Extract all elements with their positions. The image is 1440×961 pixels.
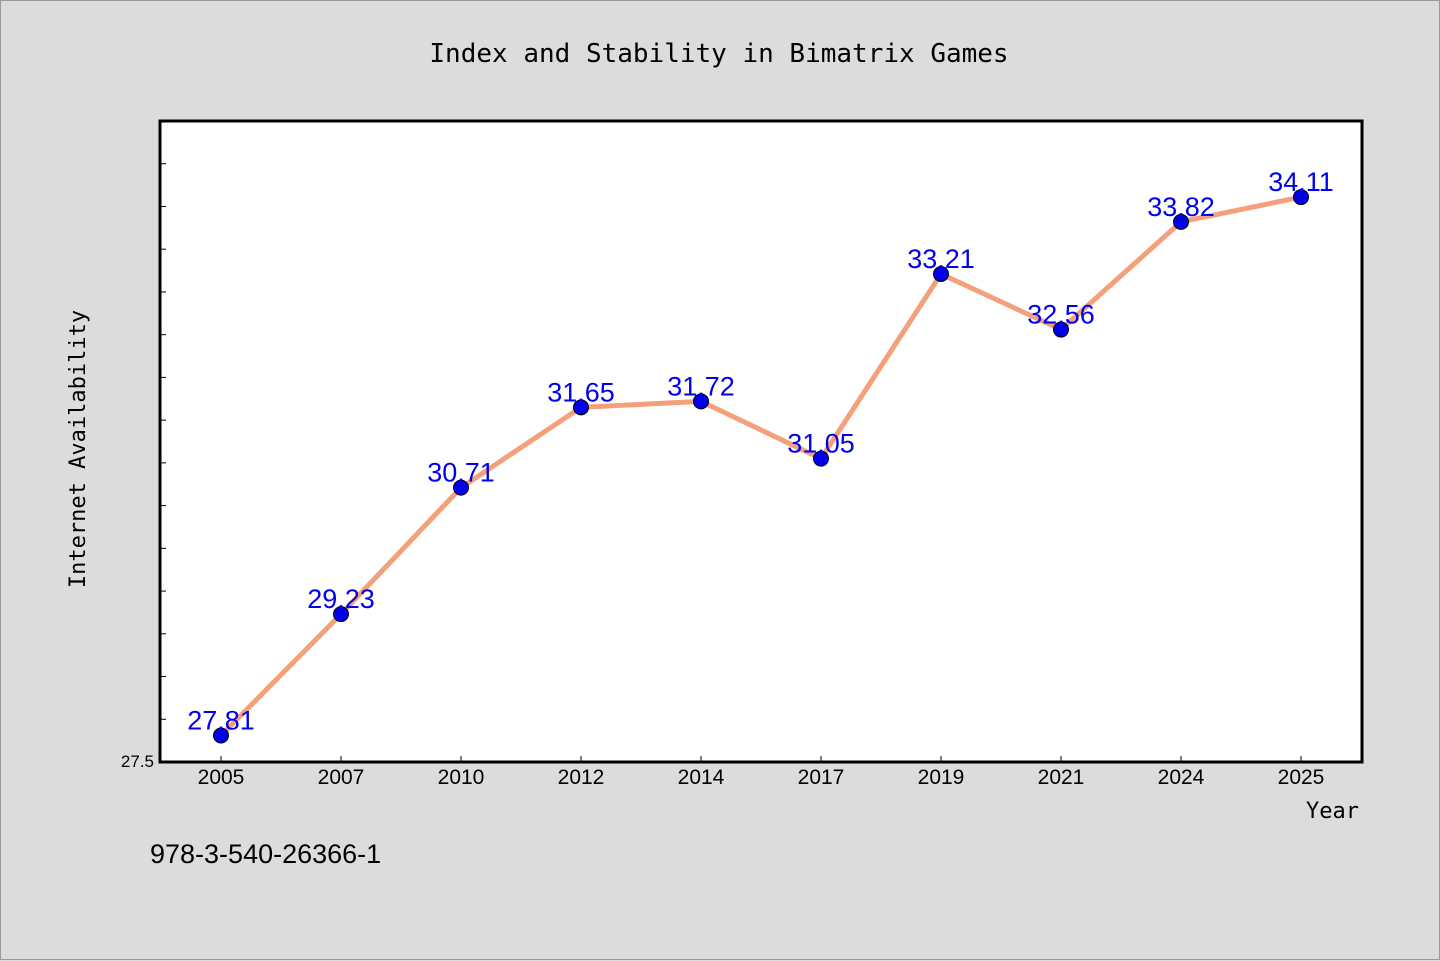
data-point-marker — [1053, 321, 1069, 338]
x-tick-label: 2025 — [1278, 766, 1325, 789]
x-tick-label: 2019 — [918, 766, 965, 789]
data-label: 31.05 — [787, 429, 855, 459]
x-tick-label: 2010 — [438, 766, 485, 789]
x-axis-tick-labels: 2005 2007 2010 2012 2014 2017 2019 2021 2024 2025 — [198, 766, 1325, 789]
isbn-text: 978-3-540-26366-1 — [150, 839, 381, 869]
x-axis-ticks — [220, 756, 1302, 762]
data-point-marker — [813, 450, 829, 467]
data-label: 33.21 — [907, 244, 975, 274]
data-point-marker — [933, 265, 949, 282]
x-axis-label: Year — [1306, 799, 1359, 824]
y-axis-label: Internet Availability — [66, 310, 91, 588]
chart-title: Index and Stability in Bimatrix Games — [429, 39, 1008, 69]
x-tick-label: 2012 — [558, 766, 605, 789]
data-point-marker — [453, 479, 469, 496]
data-label: 31.65 — [547, 377, 615, 407]
data-label: 34.11 — [1268, 167, 1334, 197]
data-point-marker — [1293, 189, 1309, 206]
data-label: 30.71 — [427, 458, 495, 488]
data-point-marker — [333, 606, 349, 623]
data-label: 31.72 — [667, 371, 735, 401]
data-point-marker — [693, 393, 709, 410]
data-point-marker — [213, 727, 229, 744]
y-tick-label: 27.5 — [121, 752, 154, 771]
x-tick-label: 2005 — [198, 766, 245, 789]
data-labels: 27.81 29.23 30.71 31.65 31.72 31.05 33.21 32.56… — [187, 167, 1334, 735]
series-markers — [213, 189, 1309, 744]
data-label: 27.81 — [187, 706, 255, 736]
series-line — [218, 194, 1304, 739]
x-tick-label: 2014 — [678, 766, 725, 789]
data-label: 33.82 — [1147, 192, 1215, 222]
x-tick-label: 2024 — [1158, 766, 1205, 789]
plot-area — [158, 119, 1364, 764]
x-tick-label: 2017 — [798, 766, 845, 789]
data-label: 32.56 — [1027, 300, 1095, 330]
data-point-marker — [573, 399, 589, 416]
data-label: 29.23 — [307, 584, 375, 614]
x-tick-label: 2007 — [318, 766, 365, 789]
y-axis-ticks — [160, 163, 166, 763]
x-tick-label: 2021 — [1038, 766, 1085, 789]
data-point-marker — [1173, 213, 1189, 230]
